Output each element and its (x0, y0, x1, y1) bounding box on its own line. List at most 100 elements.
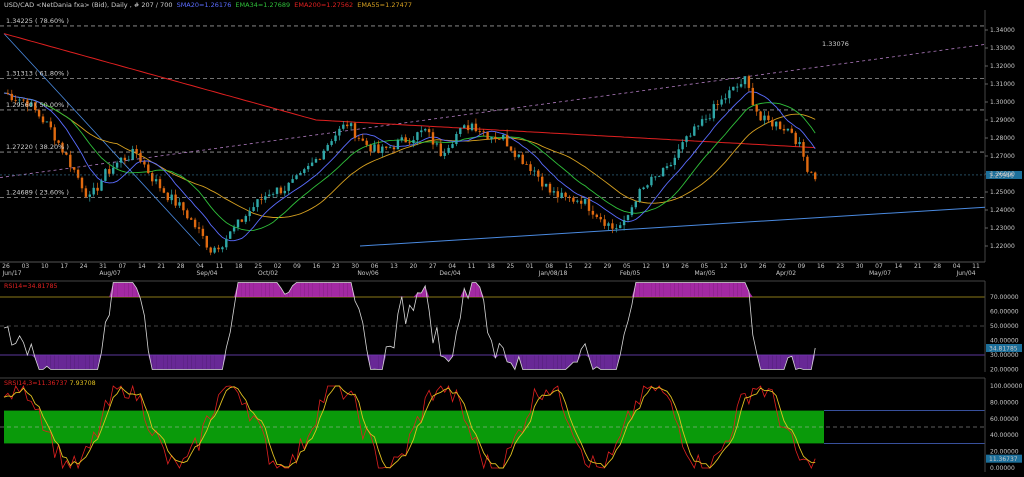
candle-body (201, 228, 205, 236)
rsi-oversold-fill (573, 355, 578, 363)
candle (751, 82, 754, 106)
candle (622, 215, 626, 231)
stoch-axis-label: 40.00000 (990, 432, 1019, 439)
rsi-overbought-fill (686, 282, 691, 297)
candle (190, 216, 193, 220)
candle-body (338, 128, 341, 136)
x-axis-day: 12 (642, 263, 650, 270)
rsi-oversold-fill (542, 355, 547, 370)
candle-body (154, 179, 158, 182)
candle (217, 244, 220, 253)
x-axis-day: 07 (119, 263, 127, 270)
x-axis-day: 14 (895, 263, 903, 270)
candle (494, 132, 497, 143)
candle-body (541, 176, 544, 187)
candle-body (517, 154, 520, 157)
candle (767, 111, 770, 123)
rsi-overbought-fill (234, 282, 238, 297)
candle-body (439, 143, 442, 156)
candle-body (377, 144, 380, 153)
rsi-oversold-fill (764, 355, 769, 370)
candle (798, 137, 801, 148)
chart-header: USD/CAD <NetDania fxa> (Bid), Daily , # … (4, 1, 414, 9)
candle (135, 145, 138, 159)
candle (583, 198, 587, 206)
candle (314, 157, 318, 164)
price-axis-label: 1.30000 (990, 99, 1015, 106)
candle (158, 176, 162, 192)
rsi-overbought-fill (128, 282, 133, 297)
x-axis-month: Jan/08/18 (538, 270, 568, 277)
rsi-overbought-fill (741, 282, 745, 297)
candle (41, 113, 45, 125)
candle (505, 129, 509, 147)
candle-body (443, 152, 446, 156)
rsi-oversold-fill (795, 355, 800, 370)
candle (587, 196, 591, 216)
candle-body (346, 124, 349, 127)
fib-label: 1.27220 ( 38.20% ) (6, 143, 69, 151)
candle-body (455, 133, 458, 145)
rsi-overbought-fill (698, 282, 703, 297)
candle (303, 167, 306, 176)
rsi-overbought-fill (417, 292, 422, 297)
candle-body (634, 201, 637, 208)
rsi-overbought-fill (709, 282, 714, 297)
candle-body (494, 136, 497, 140)
candle-body (548, 183, 552, 193)
stoch-axis-label: 20.00000 (990, 449, 1019, 456)
rsi-overbought-fill (737, 282, 742, 297)
candle-body (45, 121, 49, 123)
rsi-oversold-fill (526, 355, 531, 370)
candle-body (392, 147, 396, 150)
candle-body (287, 182, 290, 191)
candle-body (186, 210, 189, 219)
rsi-oversold-fill (436, 355, 441, 357)
x-axis-day: 05 (701, 263, 709, 270)
candle (221, 246, 224, 253)
candle-body (790, 128, 793, 133)
candle (455, 131, 458, 147)
candle (170, 189, 173, 205)
current-price-tag (986, 170, 1022, 179)
candle-body (264, 196, 267, 200)
candle-body (775, 121, 778, 127)
candle (307, 163, 310, 173)
x-axis-day: 28 (177, 263, 185, 270)
candle-body (654, 176, 657, 178)
candle (724, 93, 727, 104)
candle-body (533, 170, 536, 172)
candle (373, 140, 376, 153)
rsi-overbought-fill (643, 282, 648, 297)
rsi-overbought-fill (639, 282, 644, 297)
x-axis-day: 30 (856, 263, 864, 270)
candle (716, 100, 719, 110)
candle (357, 135, 361, 142)
candle-body (162, 188, 166, 193)
candle-body (677, 149, 680, 158)
candle (61, 141, 64, 155)
candle-body (716, 104, 719, 105)
candle-body (275, 187, 279, 194)
rsi-overbought-fill (319, 282, 324, 297)
rsi-oversold-fill (218, 355, 223, 370)
stoch-d-line (3, 385, 816, 469)
rsi-overbought-fill (674, 282, 679, 297)
candle (131, 145, 134, 161)
candle-body (6, 93, 10, 94)
candle (18, 97, 21, 105)
rsi-overbought-fill (296, 282, 301, 297)
rsi-overbought-fill (725, 282, 730, 297)
rsi-overbought-fill (241, 282, 246, 297)
candle-body (135, 148, 138, 153)
rsi-oversold-fill (608, 355, 613, 370)
candle-body (299, 172, 302, 176)
candle-body (404, 137, 407, 143)
candle (580, 195, 583, 209)
x-axis-day: 14 (138, 263, 146, 270)
candle (661, 167, 665, 177)
candle-body (385, 146, 388, 148)
indicator-ema200: EMA200=1.27562 (294, 1, 354, 9)
candle (525, 161, 528, 165)
